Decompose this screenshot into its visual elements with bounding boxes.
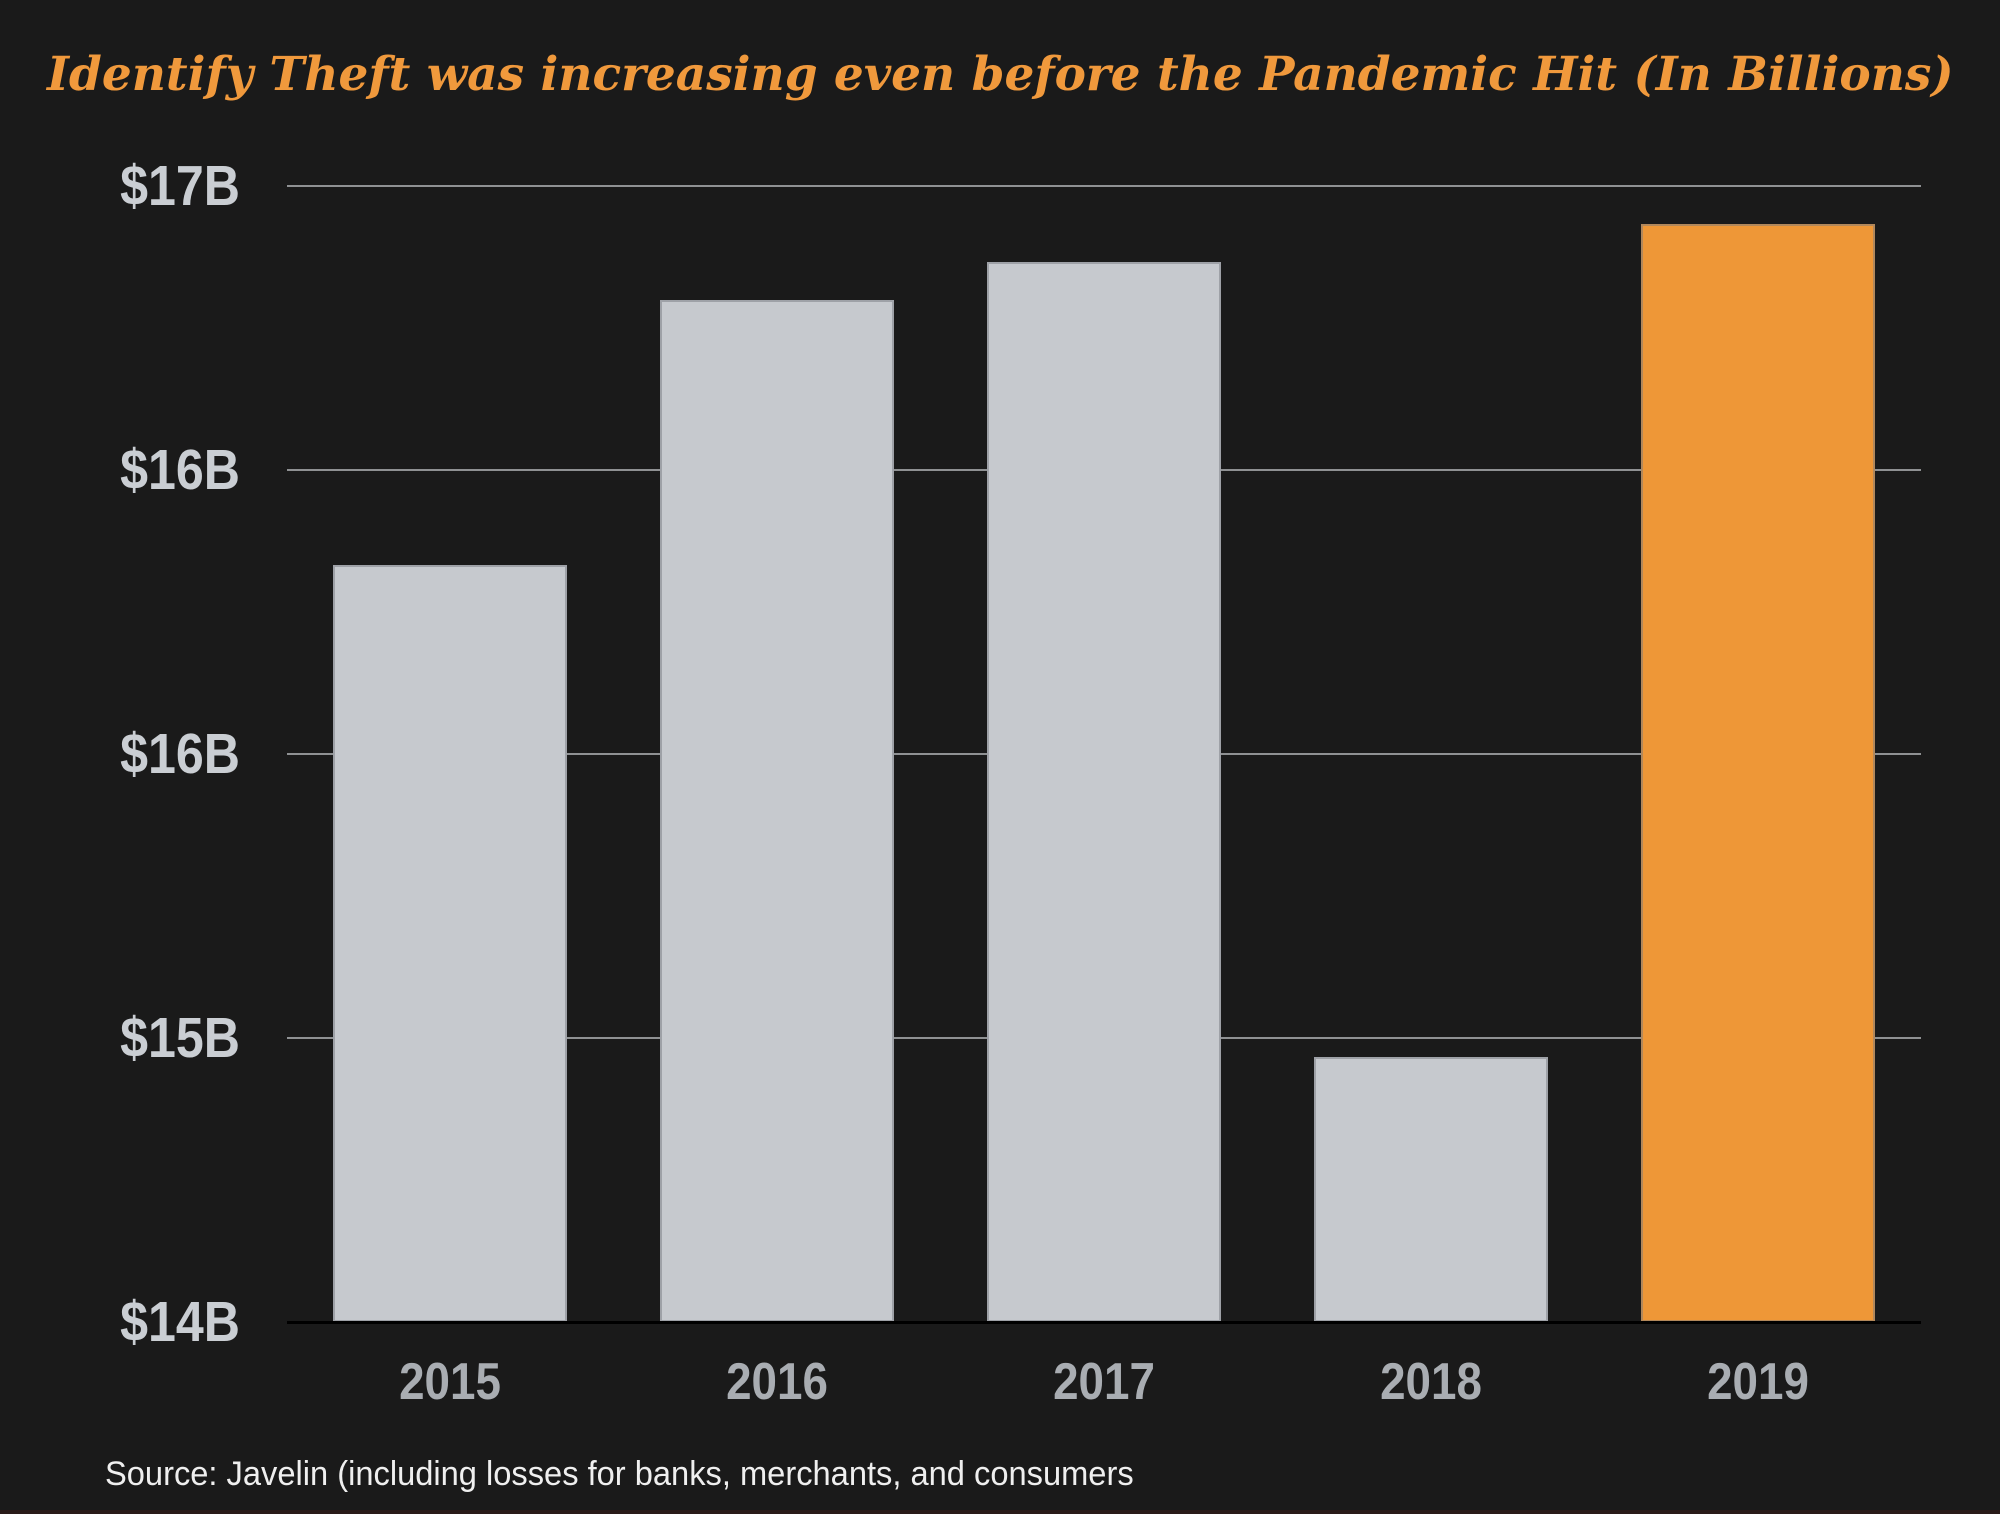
y-tick-label-16.25: $16B	[120, 438, 240, 502]
x-axis-baseline	[287, 1321, 1921, 1324]
bar-2016	[660, 299, 895, 1322]
y-tick-label-14: $14B	[120, 1290, 240, 1354]
bar-2018	[1313, 1056, 1548, 1322]
y-tick-label-14.75: $15B	[120, 1006, 240, 1070]
y-tick-label-15.5: $16B	[120, 722, 240, 786]
x-tick-label-2015: 2015	[399, 1353, 502, 1411]
x-tick-label-2017: 2017	[1053, 1353, 1155, 1411]
y-tick-label-17: $17B	[120, 154, 240, 218]
bar-2015	[333, 564, 568, 1322]
x-tick-label-2019: 2019	[1706, 1353, 1809, 1411]
x-tick-label-2016: 2016	[726, 1353, 829, 1411]
source-note: Source: Javelin (including losses for ba…	[105, 1455, 1134, 1493]
x-tick-label-2018: 2018	[1379, 1353, 1482, 1411]
chart-title: Identify Theft was increasing even befor…	[47, 47, 1954, 103]
bar-2019	[1640, 223, 1875, 1322]
bottom-border	[0, 1510, 2000, 1514]
gridline-17	[287, 185, 1921, 187]
bar-2017	[987, 261, 1221, 1322]
